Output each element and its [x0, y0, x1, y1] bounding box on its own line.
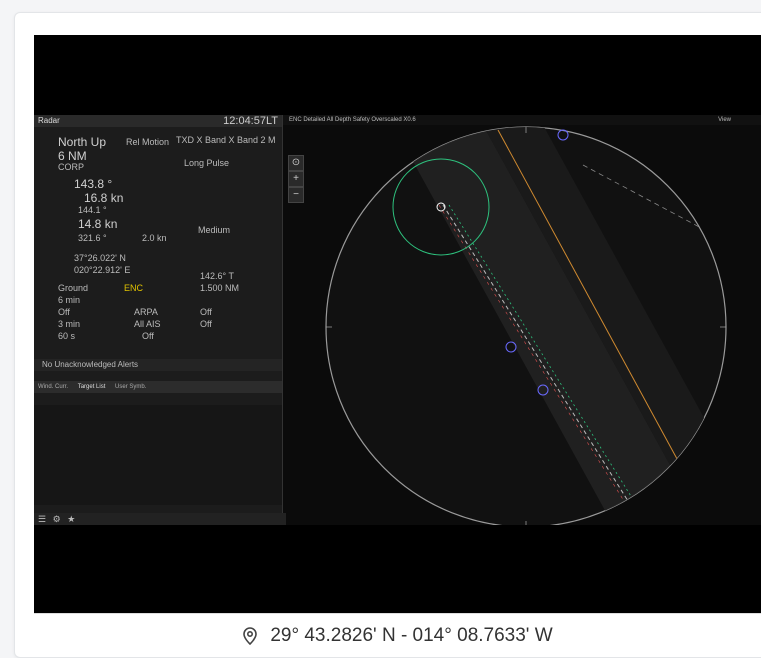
clock: 12:04:57LT — [223, 115, 278, 127]
hdg-value: 143.8 ° — [74, 177, 113, 191]
off1-value[interactable]: Off — [58, 307, 70, 317]
motion-value[interactable]: Rel Motion — [126, 137, 170, 147]
longitude: 020°22.912' E — [74, 265, 131, 275]
radar-control-panel: Radar 12:04:57LT North Up Rel Motion 6 N… — [34, 115, 286, 525]
target-2 — [537, 384, 549, 396]
coordinates-text: 29° 43.2826' N - 014° 08.7633' W — [270, 625, 553, 646]
off3-value[interactable]: Off — [200, 307, 212, 317]
tab-wind-curr[interactable]: Wind. Curr. — [38, 384, 69, 390]
menu-icon[interactable]: ☰ — [38, 514, 47, 524]
range-value[interactable]: 6 NM — [58, 149, 87, 163]
radar-screenshot: Radar 12:04:57LT North Up Rel Motion 6 N… — [34, 35, 761, 613]
panel-title: Radar — [38, 116, 60, 125]
vector-value[interactable]: 3 min — [58, 319, 81, 329]
medium-value[interactable]: Medium — [198, 225, 231, 235]
panel-tabs: Wind. Curr. Target List User Symb. — [34, 381, 282, 393]
sixty-value[interactable]: 60 s — [58, 331, 76, 341]
gear-icon[interactable]: ⚙ — [52, 514, 61, 524]
bearing-ticks — [326, 127, 726, 525]
set-value: 321.6 ° — [78, 233, 107, 243]
coordinates-footer: 29° 43.2826' N - 014° 08.7633' W — [34, 613, 761, 658]
chart-layers[interactable]: ENC Detailed All Depth Safety Overscaled… — [289, 117, 416, 123]
orientation-value[interactable]: North Up — [58, 135, 107, 149]
allais-value[interactable]: All AIS — [134, 319, 161, 329]
spd-value: 16.8 kn — [84, 191, 124, 205]
band-value[interactable]: TXD X Band X Band 2 M — [176, 135, 276, 145]
pulse-value[interactable]: Long Pulse — [184, 158, 230, 168]
tab-user-symb[interactable]: User Symb. — [115, 384, 147, 390]
ebl-value[interactable]: 142.6° T — [200, 271, 234, 281]
enc-value[interactable]: ENC — [124, 283, 144, 293]
off2-value[interactable]: Off — [142, 331, 154, 341]
star-icon[interactable]: ★ — [67, 514, 76, 524]
shadow-band — [393, 127, 703, 525]
bottom-toolbar: ☰ ⚙ ★ — [34, 513, 286, 525]
location-pin-icon — [243, 627, 258, 645]
off4-value[interactable]: Off — [200, 319, 212, 329]
latitude: 37°26.022' N — [74, 253, 126, 263]
target-3 — [557, 129, 569, 141]
lane-band — [483, 127, 726, 525]
tab-target-list[interactable]: Target List — [77, 384, 106, 390]
sog-value: 14.8 kn — [78, 217, 118, 231]
radar-app: Radar 12:04:57LT North Up Rel Motion 6 N… — [34, 115, 761, 525]
ais-vector — [582, 164, 726, 246]
cog-value: 144.1 ° — [78, 205, 107, 215]
zoom-out-button[interactable]: − — [288, 187, 304, 203]
alerts-bar: No Unacknowledged Alerts — [34, 359, 282, 371]
own-ship-marker — [436, 202, 446, 212]
radar-display[interactable] — [283, 125, 761, 525]
mode-value: CORP — [58, 162, 85, 172]
zoom-reset-button[interactable]: ⊙ — [288, 155, 304, 171]
chart-top-bar: ENC Detailed All Depth Safety Overscaled… — [283, 115, 761, 125]
trails-value[interactable]: 6 min — [58, 295, 81, 305]
zoom-in-button[interactable]: + — [288, 171, 304, 187]
ais-value[interactable]: ARPA — [134, 307, 158, 317]
target-1 — [505, 341, 517, 353]
ground-value[interactable]: Ground — [58, 283, 89, 293]
panel-title-bar: Radar 12:04:57LT — [34, 115, 282, 127]
target-list — [34, 405, 282, 505]
vrm-value[interactable]: 1.500 NM — [200, 283, 240, 293]
drift-value: 2.0 kn — [142, 233, 167, 243]
view-label[interactable]: View — [718, 117, 731, 123]
guard-zone — [392, 158, 490, 256]
